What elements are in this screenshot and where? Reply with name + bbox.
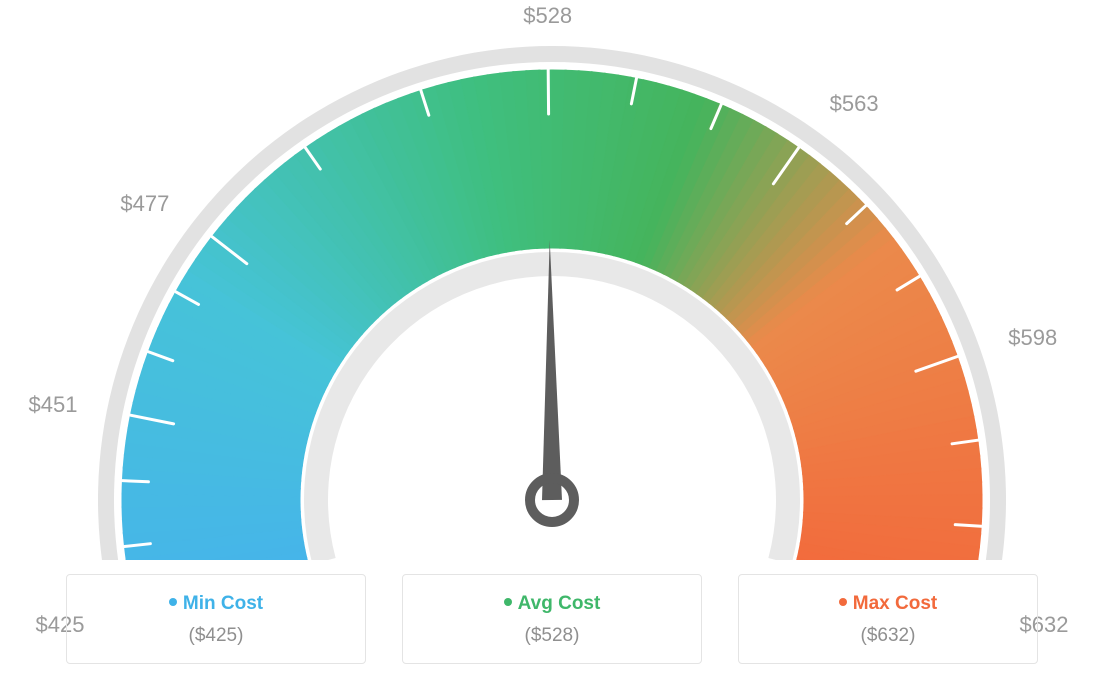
legend-box-avg: Avg Cost ($528): [402, 574, 702, 664]
legend-box-min: Min Cost ($425): [66, 574, 366, 664]
legend-dot-avg: [504, 598, 512, 606]
legend-box-max: Max Cost ($632): [738, 574, 1038, 664]
gauge-chart: $425$451$477$528$563$598$632: [0, 0, 1104, 560]
gauge-tick-label: $528: [523, 3, 572, 29]
gauge-tick-label: $451: [29, 392, 78, 418]
legend-avg-value: ($528): [413, 625, 691, 647]
legend-max-value: ($632): [749, 625, 1027, 647]
legend-min-label: Min Cost: [183, 593, 263, 614]
legend-min-value: ($425): [77, 625, 355, 647]
legend-avg-title: Avg Cost: [413, 593, 691, 615]
legend-min-title: Min Cost: [77, 593, 355, 615]
gauge-tick-label: $477: [120, 191, 169, 217]
legend-dot-max: [839, 598, 847, 606]
legend-avg-label: Avg Cost: [518, 593, 601, 614]
legend-max-label: Max Cost: [853, 593, 937, 614]
gauge-tick-label: $563: [830, 91, 879, 117]
legend-row: Min Cost ($425) Avg Cost ($528) Max Cost…: [0, 574, 1104, 664]
legend-dot-min: [169, 598, 177, 606]
cost-gauge-widget: $425$451$477$528$563$598$632 Min Cost ($…: [0, 0, 1104, 690]
gauge-svg: [0, 0, 1104, 560]
gauge-tick-label: $598: [1008, 325, 1057, 351]
legend-max-title: Max Cost: [749, 593, 1027, 615]
